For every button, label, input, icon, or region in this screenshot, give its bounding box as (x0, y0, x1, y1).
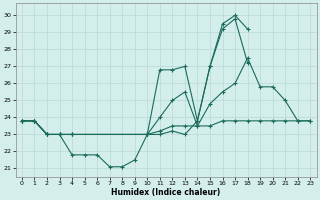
X-axis label: Humidex (Indice chaleur): Humidex (Indice chaleur) (111, 188, 221, 197)
